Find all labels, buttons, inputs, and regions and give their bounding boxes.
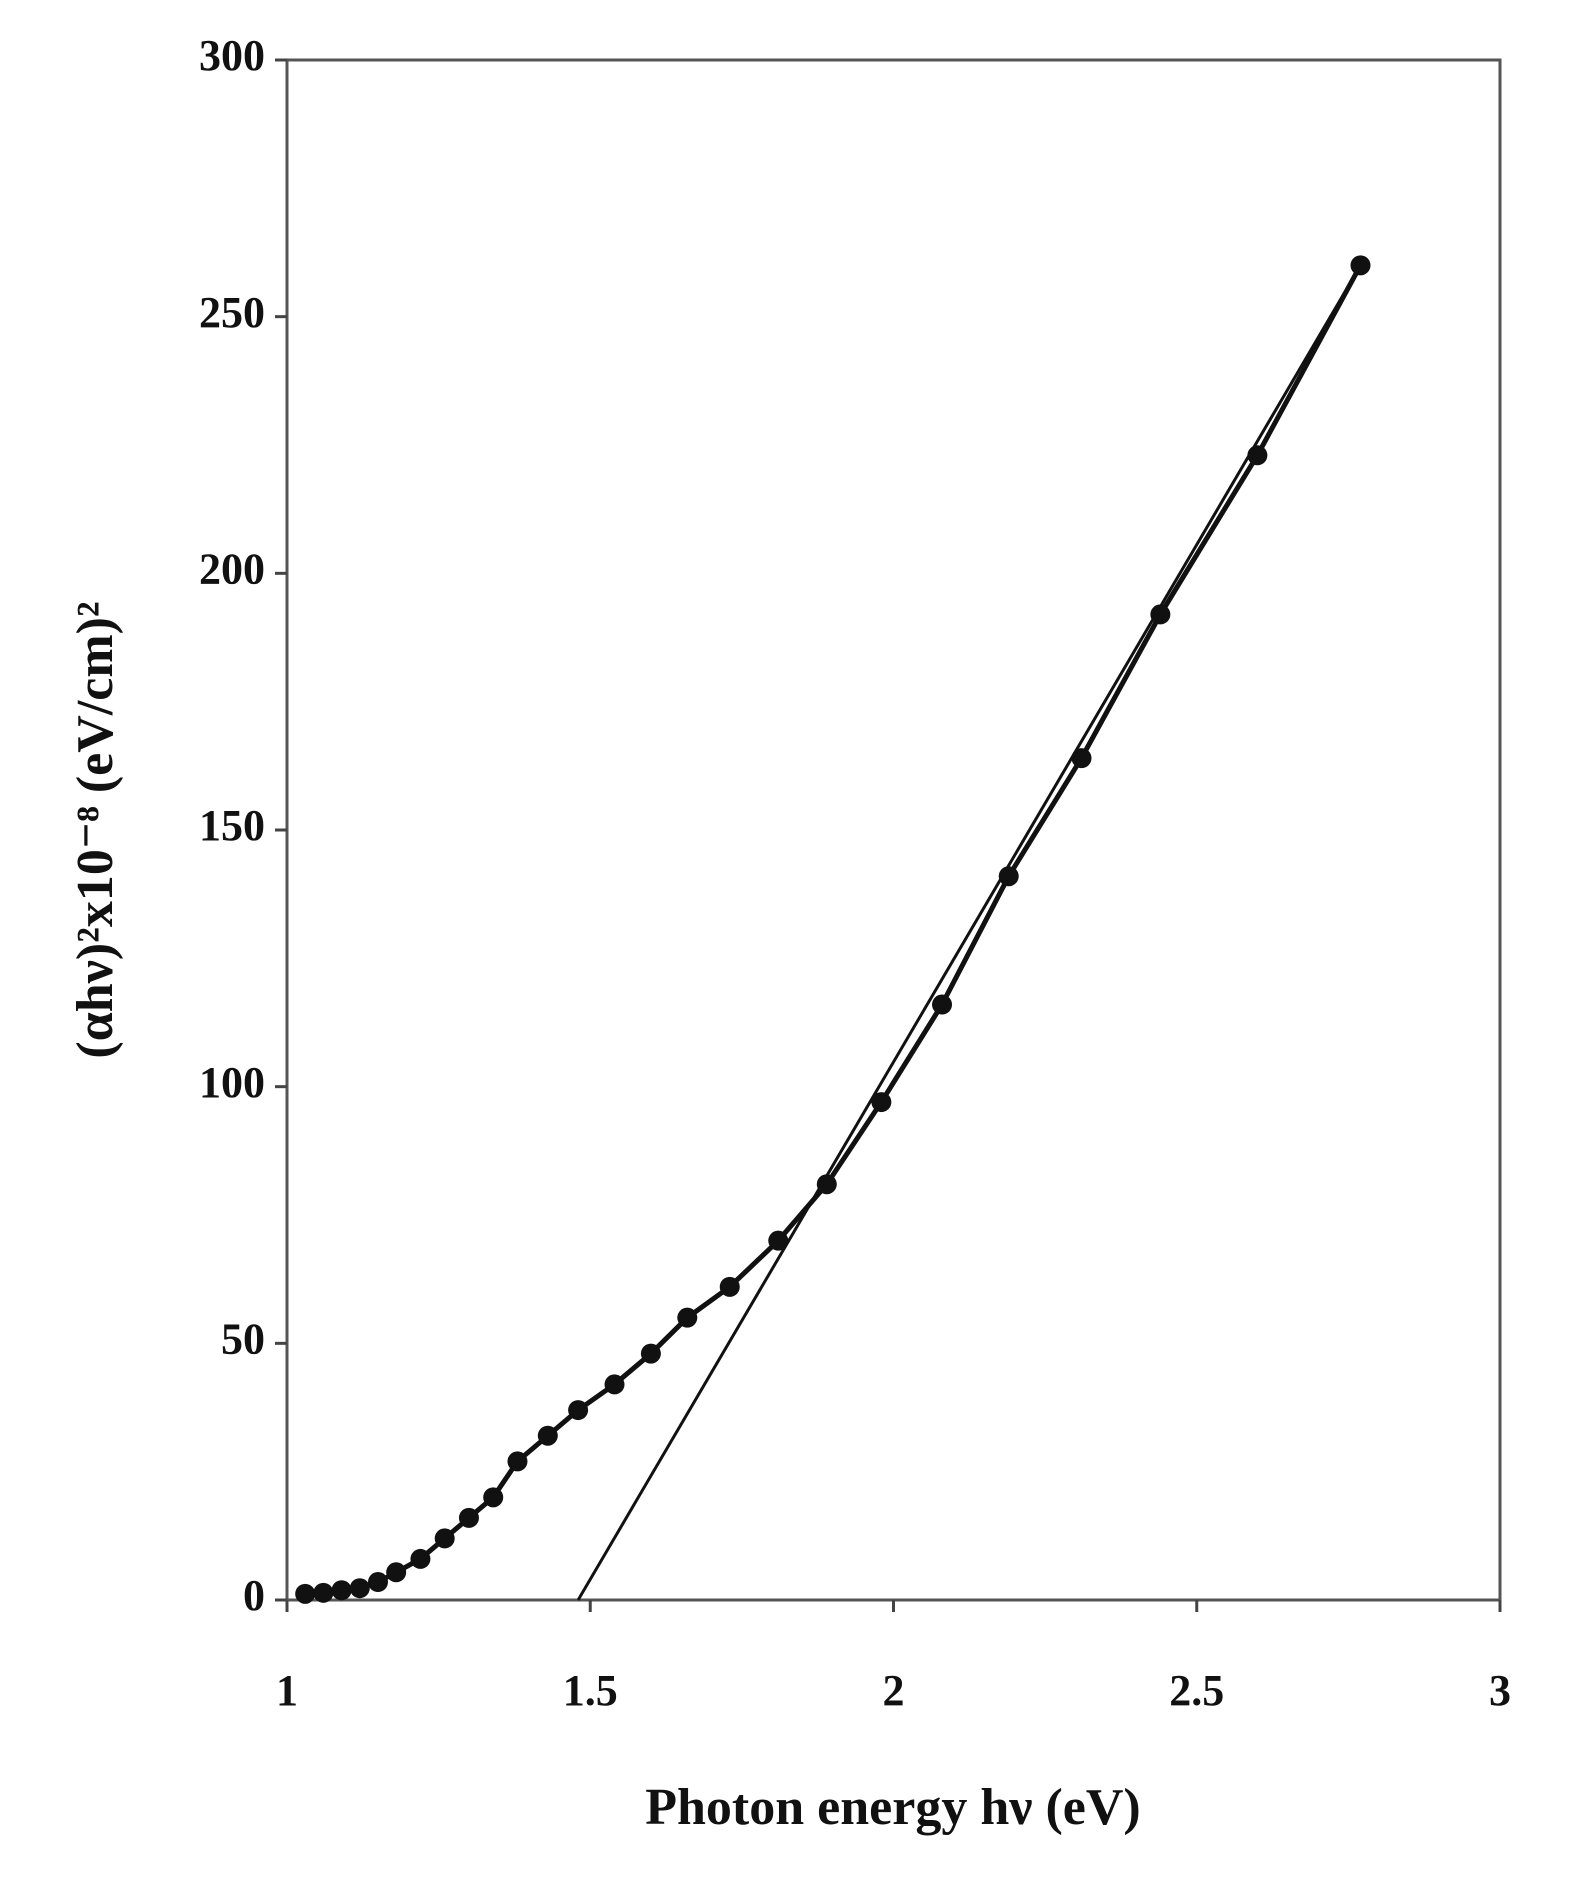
data-point bbox=[295, 1583, 316, 1604]
data-point bbox=[1150, 604, 1171, 625]
x-tick-label: 1 bbox=[276, 1666, 298, 1715]
x-axis-title: Photon energy hν (eV) bbox=[645, 1779, 1141, 1836]
x-tick-label: 2.5 bbox=[1169, 1666, 1224, 1715]
data-point bbox=[604, 1374, 625, 1395]
data-point bbox=[507, 1451, 528, 1472]
x-tick-label: 1.5 bbox=[563, 1666, 618, 1715]
data-point bbox=[537, 1425, 558, 1446]
data-point bbox=[768, 1230, 789, 1251]
data-point bbox=[349, 1578, 370, 1599]
data-point bbox=[1071, 748, 1092, 769]
data-point bbox=[331, 1580, 352, 1601]
data-point bbox=[313, 1582, 334, 1603]
data-point bbox=[871, 1092, 892, 1113]
y-tick-label: 0 bbox=[243, 1571, 265, 1620]
data-point bbox=[816, 1174, 837, 1195]
y-tick-label: 250 bbox=[199, 288, 265, 337]
y-tick-label: 150 bbox=[199, 801, 265, 850]
x-tick-label: 3 bbox=[1489, 1666, 1511, 1715]
series-line bbox=[576, 264, 1362, 1601]
y-tick-label: 200 bbox=[199, 544, 265, 593]
data-point bbox=[932, 994, 953, 1015]
y-tick-label: 100 bbox=[199, 1058, 265, 1107]
data-point bbox=[568, 1400, 589, 1421]
y-tick-label: 50 bbox=[221, 1314, 265, 1363]
data-point bbox=[640, 1343, 661, 1364]
data-point bbox=[386, 1562, 407, 1583]
data-point bbox=[458, 1507, 479, 1528]
data-point bbox=[677, 1307, 698, 1328]
y-axis-title: (αhν)²x10⁻⁸ (eV/cm)² bbox=[67, 601, 124, 1058]
data-point bbox=[719, 1276, 740, 1297]
data-point bbox=[434, 1528, 455, 1549]
data-point bbox=[410, 1548, 431, 1569]
data-point bbox=[367, 1572, 388, 1593]
data-point bbox=[483, 1487, 504, 1508]
y-tick-label: 300 bbox=[199, 31, 265, 80]
x-tick-label: 2 bbox=[883, 1666, 905, 1715]
